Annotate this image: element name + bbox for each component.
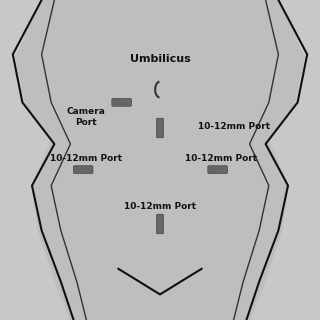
Text: 10-12mm Port: 10-12mm Port xyxy=(185,154,257,163)
FancyBboxPatch shape xyxy=(112,99,132,106)
Text: 10-12mm Port: 10-12mm Port xyxy=(198,122,270,131)
FancyBboxPatch shape xyxy=(74,166,93,173)
Text: Camera
Port: Camera Port xyxy=(67,107,106,126)
FancyBboxPatch shape xyxy=(157,118,164,138)
FancyBboxPatch shape xyxy=(157,214,164,234)
FancyBboxPatch shape xyxy=(208,166,228,173)
Text: Umbilicus: Umbilicus xyxy=(130,54,190,64)
Polygon shape xyxy=(16,0,304,320)
Text: 10-12mm Port: 10-12mm Port xyxy=(124,202,196,211)
Text: 10-12mm Port: 10-12mm Port xyxy=(50,154,123,163)
